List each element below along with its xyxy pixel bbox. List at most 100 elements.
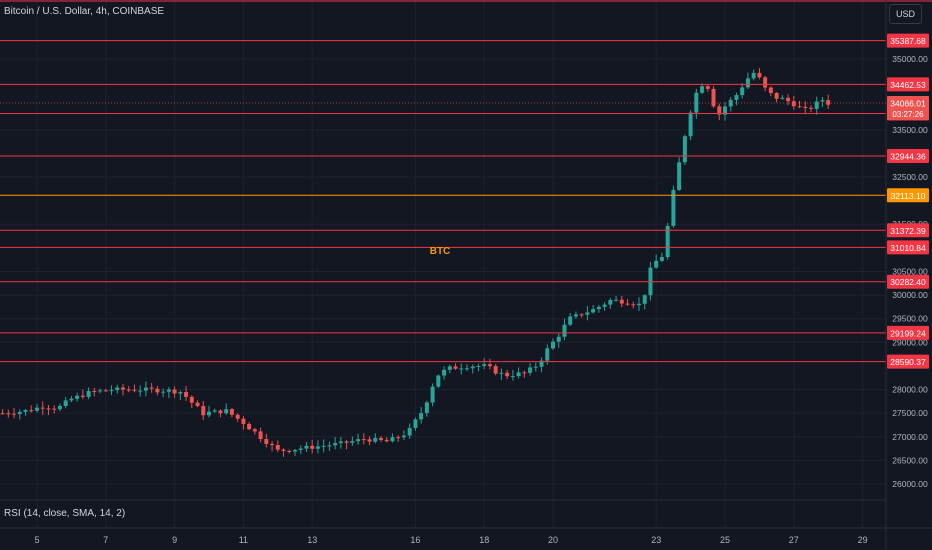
candle-body: [390, 437, 395, 442]
candle-body: [189, 396, 194, 403]
candle-body: [734, 95, 739, 100]
candle-body: [384, 439, 389, 442]
current-price-label: 34066.01: [890, 99, 926, 109]
chart-title: Bitcoin / U.S. Dollar, 4h, COINBASE: [4, 6, 165, 17]
candle-body: [688, 112, 693, 137]
candle-body: [522, 372, 527, 374]
candle-body: [539, 360, 544, 367]
candle-body: [98, 390, 103, 392]
candle-body: [298, 448, 303, 450]
candle-body: [310, 445, 315, 449]
rsi-indicator-label[interactable]: RSI (14, close, SMA, 14, 2): [4, 508, 126, 519]
candle-body: [138, 390, 143, 392]
candle-body: [212, 410, 217, 412]
candle-body: [281, 449, 286, 451]
horizontal-levels[interactable]: [0, 0, 932, 363]
candle-body: [419, 413, 424, 420]
candle-body: [413, 419, 418, 428]
currency-button[interactable]: USD: [889, 4, 922, 24]
x-tick-label: 13: [307, 535, 317, 545]
y-tick-label: 30500.00: [892, 266, 928, 276]
candle-body: [505, 372, 510, 377]
candle-body: [579, 314, 584, 316]
candle-body: [149, 387, 154, 389]
y-tick-label: 27000.00: [892, 432, 928, 442]
level-label: 31010.84: [890, 243, 926, 253]
candle-body: [654, 260, 659, 268]
candle-body: [642, 295, 647, 304]
candle-body: [562, 324, 567, 337]
candle-body: [361, 439, 366, 441]
candle-body: [367, 439, 372, 442]
level-label: 34462.53: [890, 80, 926, 90]
candle-body: [809, 107, 813, 109]
x-tick-label: 7: [103, 535, 108, 545]
y-tick-label: 29000.00: [892, 337, 928, 347]
x-tick-label: 27: [789, 535, 799, 545]
candle-body: [356, 439, 361, 442]
level-label: 28590.37: [890, 357, 926, 367]
candle-body: [315, 446, 320, 449]
candle-body: [596, 306, 601, 310]
candle-body: [178, 392, 183, 394]
y-tick-label: 29500.00: [892, 314, 928, 324]
candle-body: [115, 387, 120, 391]
candle-body: [705, 86, 710, 89]
candle-body: [476, 365, 481, 367]
y-tick-label: 35000.00: [892, 54, 928, 64]
symbol-text-label: BTC: [430, 246, 451, 257]
candle-body: [533, 366, 538, 368]
candle-body: [195, 402, 200, 407]
candle-body: [166, 389, 171, 392]
candle-body: [470, 366, 475, 369]
candle-body: [442, 369, 447, 376]
candle-body: [12, 413, 17, 415]
candle-body: [499, 372, 504, 374]
candle-body: [258, 431, 263, 440]
time-axis[interactable]: 5 7 9 11 13 16 18 20 23 25 27 29: [34, 535, 867, 545]
candle-body: [121, 387, 125, 390]
y-tick-label: 32500.00: [892, 172, 928, 182]
candle-body: [424, 402, 429, 414]
level-label-bg: [887, 354, 929, 369]
candle-body: [751, 72, 756, 79]
level-label-bg: [887, 274, 929, 289]
candle-body: [75, 395, 80, 399]
candle-body: [275, 445, 280, 450]
y-tick-label: 28000.00: [892, 385, 928, 395]
level-label: 32113.10: [891, 191, 926, 201]
candle-body: [69, 398, 74, 401]
candle-body: [487, 364, 492, 367]
candle-body: [803, 106, 808, 108]
candle-body: [126, 389, 131, 391]
candle-body: [396, 437, 401, 439]
candle-body: [510, 376, 515, 378]
grid-lines: [0, 0, 886, 528]
candle-body: [757, 72, 762, 78]
candle-body: [682, 136, 687, 163]
candle-body: [780, 97, 785, 99]
candle-body: [493, 366, 498, 374]
candle-body: [728, 99, 733, 107]
candle-body: [184, 392, 189, 397]
candle-body: [327, 445, 332, 447]
candle-body: [700, 86, 705, 93]
candle-body: [786, 97, 791, 102]
candle-body: [814, 101, 819, 109]
candle-body: [155, 388, 160, 393]
x-tick-label: 29: [858, 535, 868, 545]
y-tick-label: 27500.00: [892, 408, 928, 418]
candle-body: [631, 304, 636, 306]
x-tick-label: 5: [34, 535, 39, 545]
candle-body: [619, 299, 624, 304]
y-tick-label: 33500.00: [892, 125, 928, 135]
candle-body: [132, 389, 137, 391]
x-tick-label: 25: [720, 535, 730, 545]
candle-body: [407, 427, 412, 436]
candle-body: [338, 441, 343, 444]
candle-body: [17, 411, 22, 415]
candle-body: [229, 409, 234, 415]
